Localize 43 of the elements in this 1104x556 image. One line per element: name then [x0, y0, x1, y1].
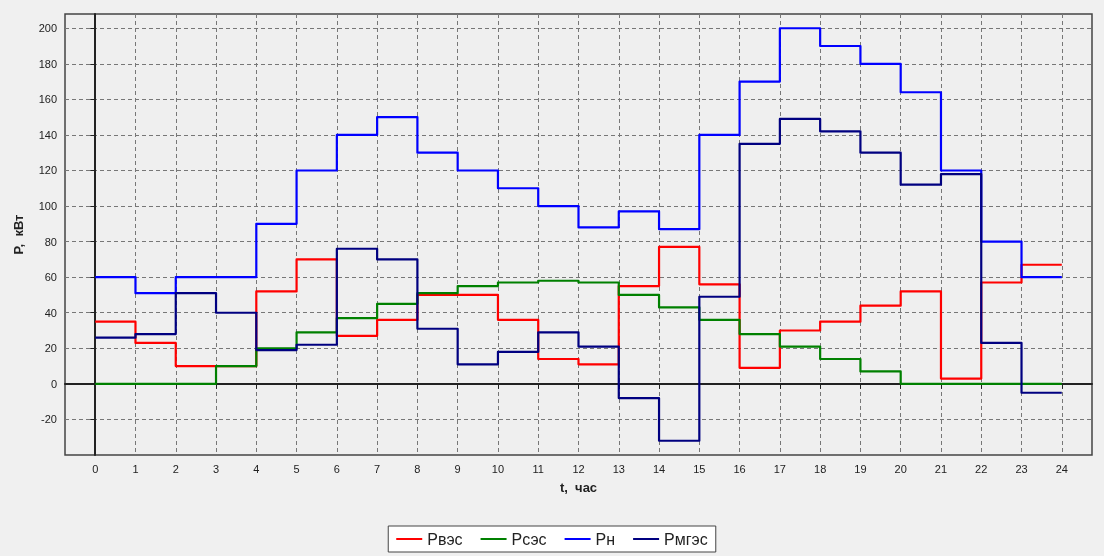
y-tick-label: -20: [41, 413, 57, 426]
y-tick-label: 200: [38, 22, 57, 35]
y-tick-label: 60: [44, 271, 57, 284]
x-tick-label: 18: [814, 462, 827, 475]
y-tick-label: 160: [38, 93, 57, 106]
x-tick-label: 9: [454, 462, 461, 475]
legend-label: Рмгэс: [664, 530, 708, 548]
y-tick-label: 40: [44, 306, 57, 319]
x-tick-label: 19: [854, 462, 867, 475]
x-tick-label: 21: [934, 462, 948, 475]
x-tick-label: 24: [1055, 462, 1068, 475]
x-tick-label: 4: [253, 462, 260, 475]
x-tick-label: 14: [652, 462, 666, 475]
x-tick-label: 13: [612, 462, 625, 475]
y-axis-title: P, кВт: [11, 214, 26, 255]
x-tick-label: 17: [773, 462, 786, 475]
x-axis-title: t, час: [559, 480, 598, 495]
y-tick-label: 100: [38, 200, 57, 213]
x-tick-label: 16: [733, 462, 746, 475]
y-tick-label: 140: [38, 128, 57, 141]
x-tick-label: 6: [333, 462, 340, 475]
y-tick-label: 0: [50, 377, 57, 390]
x-tick-label: 7: [374, 462, 381, 475]
x-tick-label: 12: [572, 462, 585, 475]
y-tick-label: 20: [44, 342, 57, 355]
y-tick-label: 120: [38, 164, 57, 177]
y-tick-label: 80: [44, 235, 57, 248]
legend-label: Рвэс: [427, 530, 463, 548]
legend-label: Рсэс: [511, 530, 547, 548]
x-tick-label: 2: [172, 462, 179, 475]
x-tick-label: 20: [894, 462, 907, 475]
x-tick-label: 5: [293, 462, 300, 475]
legend-label: Рн: [595, 530, 616, 548]
y-tick-label: 180: [38, 57, 57, 70]
x-tick-label: 3: [212, 462, 220, 475]
x-tick-label: 1: [132, 462, 139, 475]
x-tick-label: 10: [491, 462, 505, 475]
x-tick-label: 8: [414, 462, 421, 475]
x-tick-label: 11: [532, 462, 544, 475]
x-tick-label: 23: [1015, 462, 1028, 475]
x-tick-label: 15: [693, 462, 706, 475]
x-tick-label: 22: [975, 462, 988, 475]
x-tick-label: 0: [92, 462, 99, 475]
